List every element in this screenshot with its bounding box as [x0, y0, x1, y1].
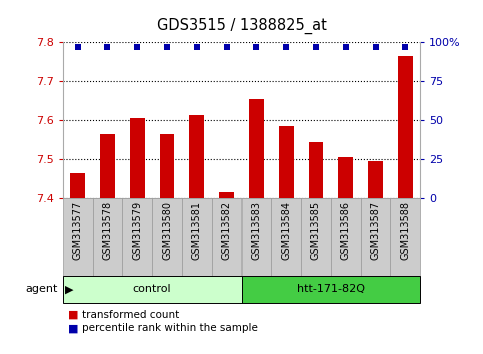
Point [372, 44, 380, 50]
Bar [368, 161, 383, 198]
Bar [249, 99, 264, 198]
Text: GDS3515 / 1388825_at: GDS3515 / 1388825_at [156, 18, 327, 34]
Bar [63, 198, 93, 276]
Text: GSM313585: GSM313585 [311, 201, 321, 260]
Text: ▶: ▶ [65, 284, 74, 295]
Text: control: control [133, 284, 171, 295]
Point [193, 44, 201, 50]
Bar [63, 276, 242, 303]
Bar [130, 118, 145, 198]
Text: GSM313578: GSM313578 [102, 201, 113, 260]
Text: agent: agent [26, 284, 58, 295]
Point [223, 44, 230, 50]
Text: GSM313587: GSM313587 [370, 201, 381, 260]
Text: GSM313583: GSM313583 [251, 201, 261, 259]
Bar [279, 126, 294, 198]
Text: GSM313580: GSM313580 [162, 201, 172, 259]
Point [342, 44, 350, 50]
Bar [242, 276, 420, 303]
Bar [122, 198, 152, 276]
Bar [309, 142, 324, 198]
Text: percentile rank within the sample: percentile rank within the sample [82, 323, 258, 333]
Point [133, 44, 141, 50]
Bar [271, 198, 301, 276]
Bar [189, 114, 204, 198]
Text: GSM313586: GSM313586 [341, 201, 351, 259]
Bar [159, 134, 174, 198]
Bar [152, 198, 182, 276]
Bar [361, 198, 390, 276]
Text: ■: ■ [68, 323, 78, 333]
Text: GSM313588: GSM313588 [400, 201, 411, 259]
Point [253, 44, 260, 50]
Bar [70, 173, 85, 198]
Bar [390, 198, 420, 276]
Bar [182, 198, 212, 276]
Text: ■: ■ [68, 310, 78, 320]
Bar [219, 192, 234, 198]
Point [282, 44, 290, 50]
Text: GSM313579: GSM313579 [132, 201, 142, 260]
Point [104, 44, 112, 50]
Bar [301, 198, 331, 276]
Point [401, 44, 409, 50]
Text: GSM313581: GSM313581 [192, 201, 202, 259]
Point [74, 44, 82, 50]
Bar [93, 198, 122, 276]
Bar [242, 198, 271, 276]
Text: htt-171-82Q: htt-171-82Q [297, 284, 365, 295]
Point [163, 44, 171, 50]
Point [312, 44, 320, 50]
Bar [100, 134, 115, 198]
Text: GSM313577: GSM313577 [72, 201, 83, 260]
Text: transformed count: transformed count [82, 310, 179, 320]
Bar [398, 56, 413, 198]
Bar [212, 198, 242, 276]
Text: GSM313582: GSM313582 [222, 201, 232, 260]
Bar [338, 157, 353, 198]
Bar [331, 198, 361, 276]
Text: GSM313584: GSM313584 [281, 201, 291, 259]
